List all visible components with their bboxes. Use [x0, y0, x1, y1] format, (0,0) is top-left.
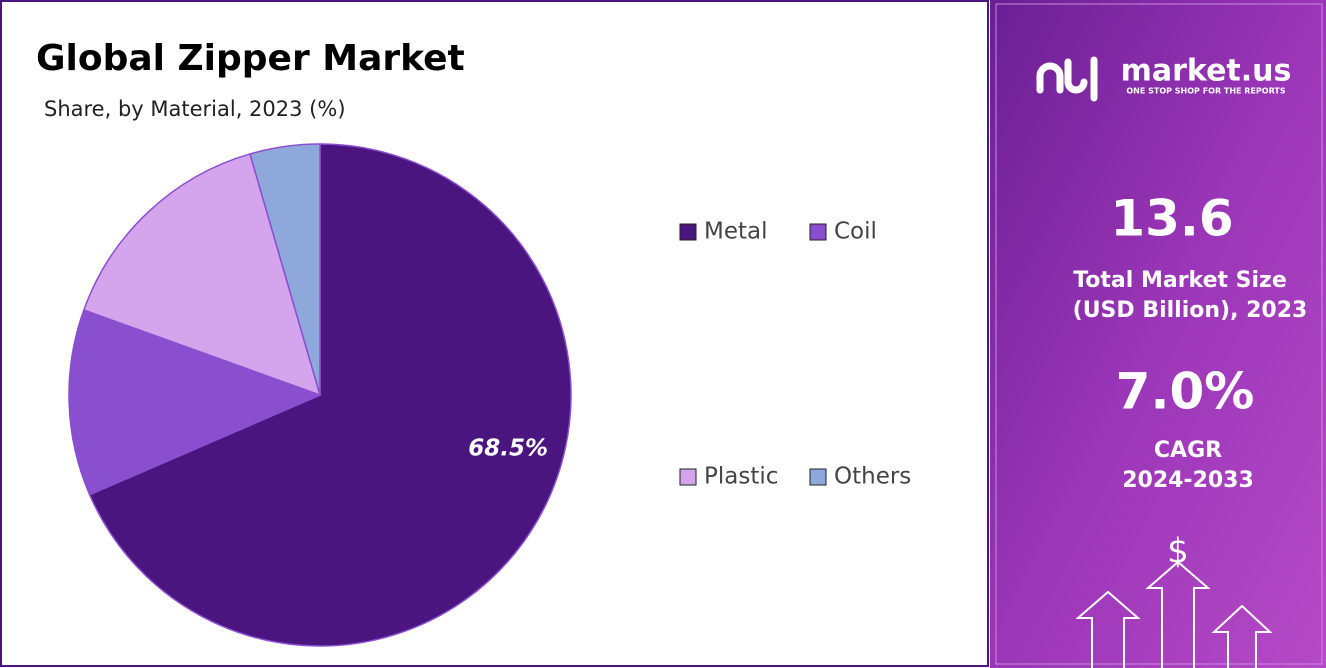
- legend-label: Plastic: [704, 464, 778, 490]
- legend-swatch: [679, 468, 697, 486]
- pie-slice: [82, 153, 322, 397]
- data-label: 68.5%: [468, 436, 548, 462]
- cagr-label: 2024-2033: [1122, 468, 1254, 493]
- pie-slice: [249, 143, 321, 396]
- side-frame: [995, 3, 1323, 665]
- logo-icon: [1036, 56, 1098, 102]
- legend-label: Metal: [704, 219, 768, 245]
- legend-label: Others: [834, 464, 911, 490]
- side-content: market.us ONE STOP SHOP FOR THE REPORTS …: [1036, 54, 1308, 668]
- arrows: [1075, 560, 1273, 668]
- cagr-label: CAGR: [1154, 438, 1222, 463]
- legend: Metal Coil Plastic Others: [679, 219, 911, 490]
- legend-label: Coil: [834, 219, 877, 245]
- dollar-icon: $: [1167, 532, 1189, 572]
- legend-swatch: [809, 468, 827, 486]
- cagr-value: 7.0%: [1116, 363, 1255, 421]
- legend-swatch: [809, 223, 827, 241]
- pie: 68.5%: [68, 143, 572, 647]
- market-size-label: (USD Billion), 2023: [1073, 298, 1308, 323]
- market-size-label: Total Market Size: [1073, 268, 1287, 293]
- side-panel: [990, 0, 1326, 668]
- chart-title: Global Zipper Market: [36, 38, 465, 79]
- pie-slice: [68, 309, 323, 496]
- chart-subtitle: Share, by Material, 2023 (%): [44, 97, 346, 121]
- tagline: ONE STOP SHOP FOR THE REPORTS: [1126, 87, 1285, 96]
- market-size: 13.6: [1110, 190, 1233, 248]
- legend-swatch: [679, 223, 697, 241]
- logo-text: market.us: [1121, 54, 1292, 89]
- pie-slice: [88, 143, 572, 647]
